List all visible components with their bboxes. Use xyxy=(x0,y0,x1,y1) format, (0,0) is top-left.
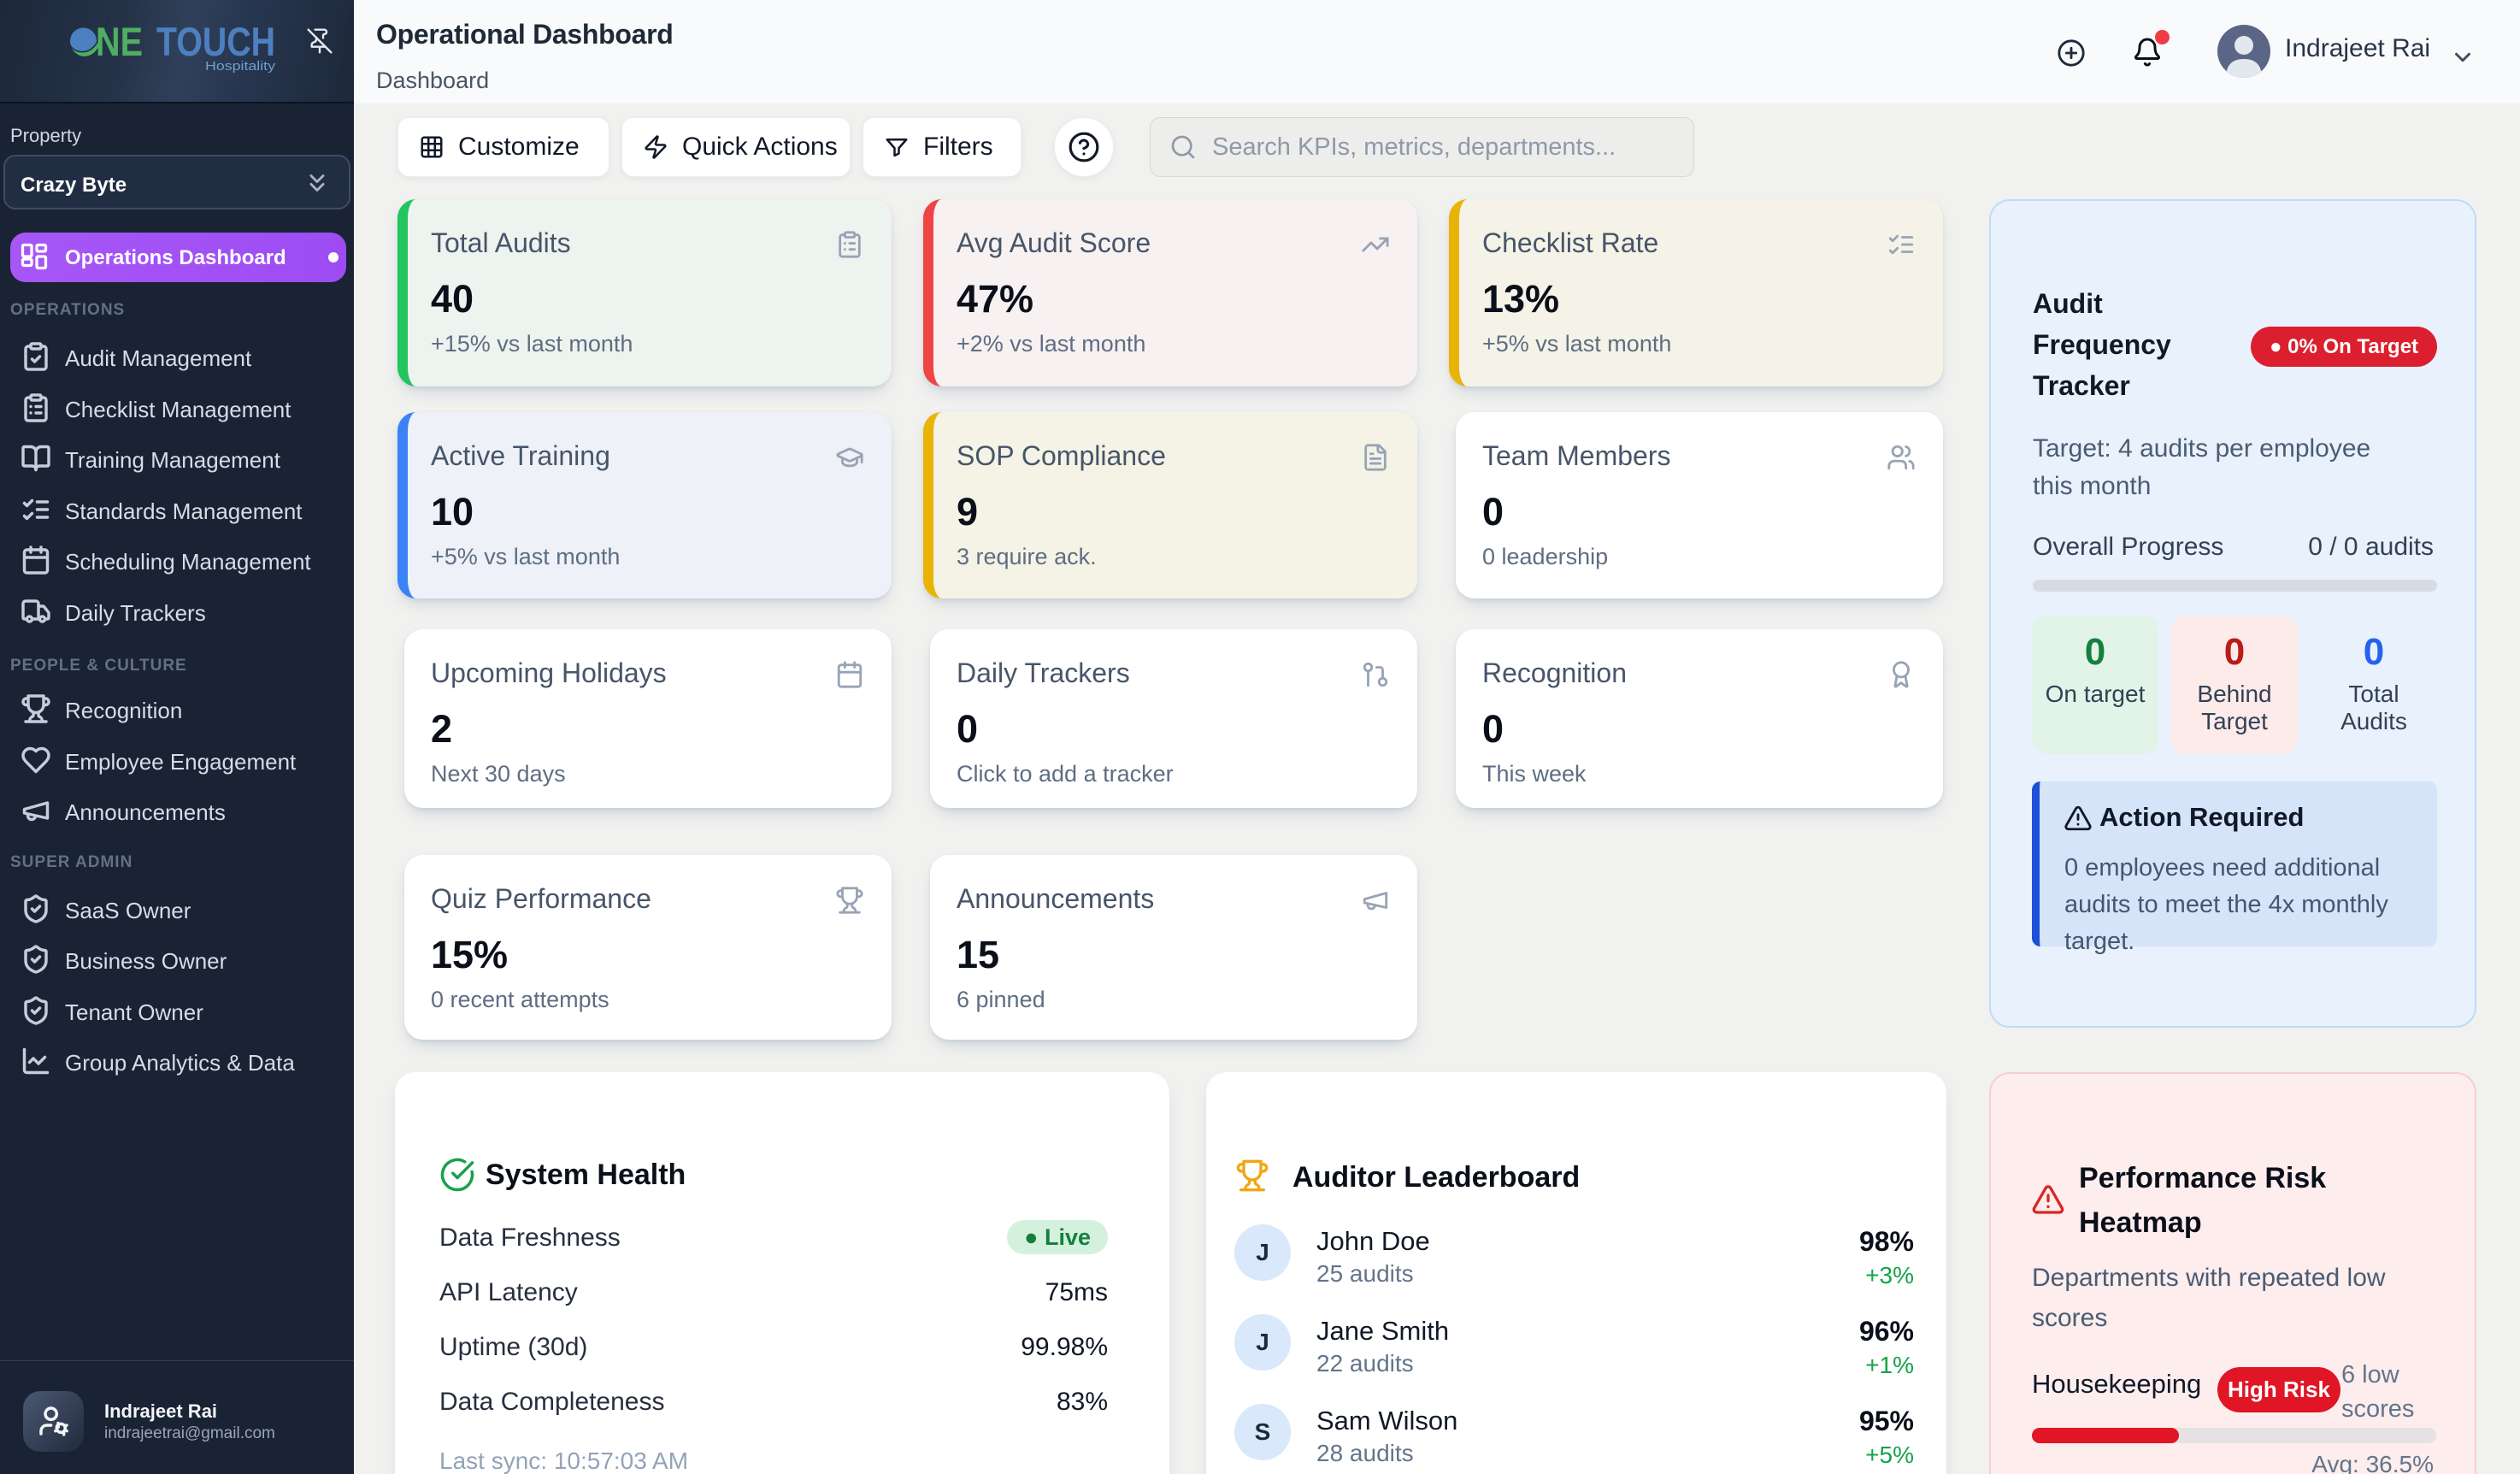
svg-text:TOUCH: TOUCH xyxy=(156,19,275,64)
svg-text:Hospitality: Hospitality xyxy=(205,59,276,74)
svg-text:NE: NE xyxy=(96,19,143,64)
